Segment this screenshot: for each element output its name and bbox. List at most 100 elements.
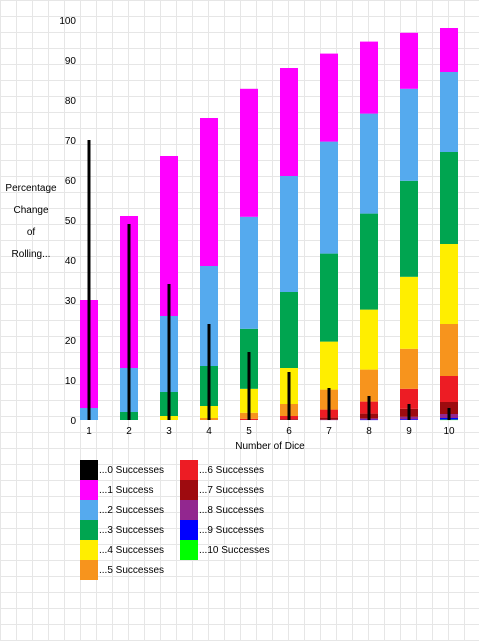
x-tick-label: 9: [406, 426, 412, 437]
legend-item: ...3 Successes: [80, 520, 164, 540]
zero-successes-bars: [87, 140, 451, 420]
legend-item: ...7 Successes: [180, 480, 264, 500]
y-tick-label: 100: [59, 16, 76, 27]
bar-segment: [360, 309, 378, 370]
y-label-line: Rolling...: [12, 249, 51, 260]
legend-swatch: [180, 460, 198, 480]
bar-group: [80, 28, 458, 421]
legend-label: ...6 Successes: [199, 464, 265, 476]
bar-segment: [440, 244, 458, 324]
legend-label: ...10 Successes: [199, 544, 270, 556]
legend-item: ...2 Successes: [80, 500, 164, 520]
bar-segment: [440, 376, 458, 402]
x-axis-ticks: 1 2 3 4 5 6 7 8 9 10: [86, 426, 455, 437]
bar-segment: [360, 369, 378, 402]
x-tick-label: 1: [86, 426, 92, 437]
legend-swatch: [80, 520, 98, 540]
y-tick-label: 90: [65, 56, 77, 67]
legend-label: ...8 Successes: [199, 504, 265, 516]
legend-item: ...6 Successes: [180, 460, 264, 480]
legend-swatch: [80, 560, 98, 580]
legend-swatch: [180, 520, 198, 540]
zero-successes-bar: [207, 324, 211, 420]
bar-segment: [440, 152, 458, 244]
legend-label: ...3 Successes: [99, 524, 165, 536]
bar-segment: [400, 88, 418, 181]
x-axis-label: Number of Dice: [235, 441, 305, 452]
x-tick-label: 6: [286, 426, 292, 437]
x-tick-label: 7: [326, 426, 332, 437]
bar-segment: [440, 324, 458, 376]
x-tick-label: 5: [246, 426, 252, 437]
x-tick-label: 10: [443, 426, 455, 437]
bar-segment: [400, 348, 418, 389]
legend-swatch: [80, 540, 98, 560]
bar-segment: [400, 32, 418, 89]
y-tick-label: 30: [65, 296, 77, 307]
y-axis-label: Percentage Change of Rolling...: [5, 183, 57, 260]
x-tick-label: 4: [206, 426, 212, 437]
zero-successes-bar: [247, 352, 251, 420]
zero-successes-bar: [447, 408, 451, 420]
y-tick-label: 10: [65, 376, 77, 387]
y-label-line: of: [27, 227, 36, 238]
zero-successes-bar: [407, 404, 411, 420]
bar-segment: [320, 53, 338, 142]
y-tick-label: 50: [65, 216, 77, 227]
x-tick-label: 2: [126, 426, 132, 437]
bar-segment: [360, 213, 378, 310]
legend-item: ...4 Successes: [80, 540, 164, 560]
y-tick-label: 0: [70, 416, 76, 427]
bar-segment: [440, 72, 458, 152]
bar-segment: [360, 41, 378, 114]
bar-segment: [400, 388, 418, 409]
zero-successes-bar: [127, 224, 131, 420]
y-axis-ticks: 0 10 20 30 40 50 60 70 80 90 100: [59, 16, 76, 427]
bar-segment: [320, 341, 338, 390]
legend-swatch: [80, 460, 98, 480]
zero-successes-bar: [287, 372, 291, 420]
legend-swatch: [80, 480, 98, 500]
zero-successes-bar: [367, 396, 371, 420]
stacked-bar-chart: 0 10 20 30 40 50 60 70 80 90 100 Percentage Change o…: [5, 16, 458, 452]
y-label-line: Percentage: [5, 183, 57, 194]
x-tick-label: 3: [166, 426, 172, 437]
legend-swatch: [180, 480, 198, 500]
bar-segment: [440, 28, 458, 72]
legend-item: ...0 Successes: [80, 460, 164, 480]
legend-item: ...8 Successes: [180, 500, 264, 520]
legend-label: ...5 Successes: [99, 564, 165, 576]
x-tick-label: 8: [366, 426, 372, 437]
legend-swatch: [80, 500, 98, 520]
legend-label: ...7 Successes: [199, 484, 265, 496]
bar-segment: [240, 216, 258, 329]
zero-successes-bar: [327, 388, 331, 420]
bar-segment: [160, 156, 178, 316]
zero-successes-bar: [167, 284, 171, 420]
legend-label: ...9 Successes: [199, 524, 265, 536]
legend-label: ...1 Success: [99, 484, 154, 496]
bar-segment: [280, 68, 298, 176]
bar-segment: [280, 176, 298, 292]
legend-swatch: [180, 500, 198, 520]
bar-segment: [320, 253, 338, 342]
y-label-line: Change: [13, 205, 48, 216]
legend-label: ...2 Successes: [99, 504, 165, 516]
legend-item: ...5 Successes: [80, 560, 164, 580]
legend-item: ...1 Success: [80, 480, 153, 500]
legend-item: ...10 Successes: [180, 540, 270, 560]
bar-segment: [400, 276, 418, 349]
y-tick-label: 80: [65, 96, 77, 107]
bar-segment: [280, 292, 298, 368]
y-tick-label: 40: [65, 256, 77, 267]
y-tick-label: 70: [65, 136, 77, 147]
bar-segment: [200, 118, 218, 266]
bar-segment: [200, 266, 218, 366]
legend: ...0 Successes ...1 Success ...2 Successes…: [80, 460, 280, 584]
bar-segment: [240, 88, 258, 217]
bar-segment: [320, 141, 338, 254]
legend-swatch: [180, 540, 198, 560]
legend-label: ...4 Successes: [99, 544, 165, 556]
bar-segment: [360, 113, 378, 214]
legend-item: ...9 Successes: [180, 520, 264, 540]
